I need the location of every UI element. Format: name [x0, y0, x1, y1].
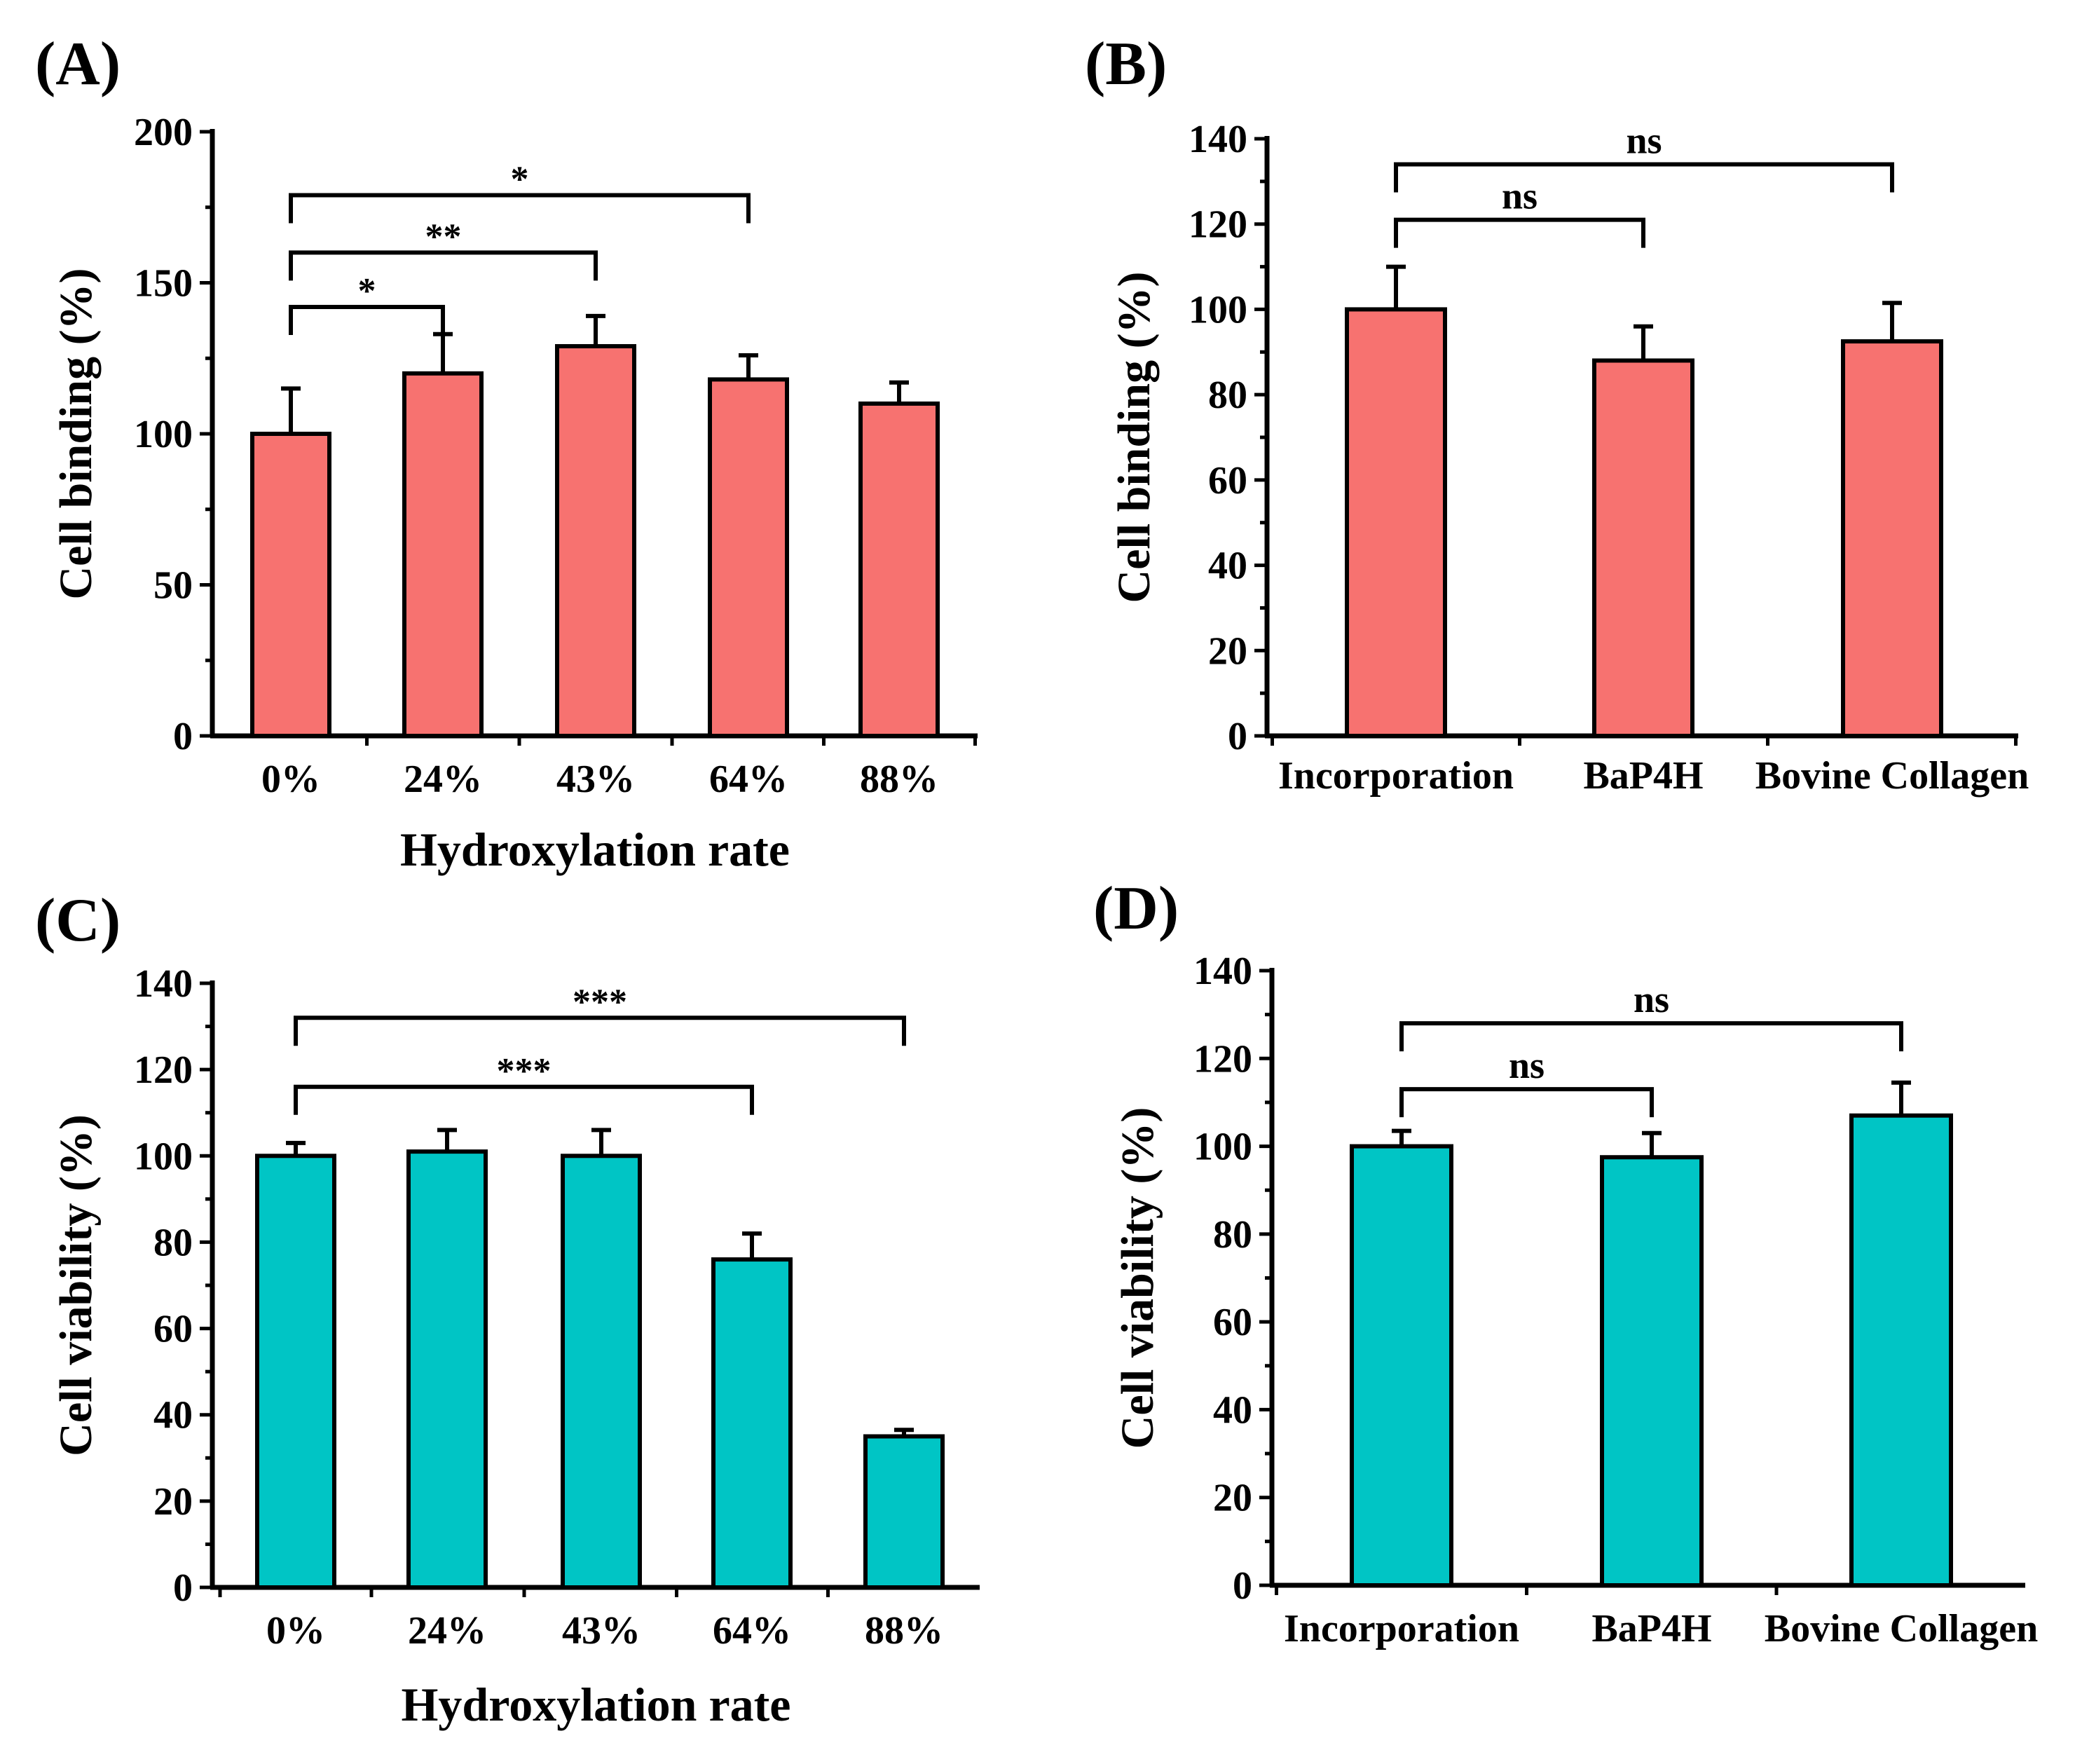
y-tick-label: 100: [1193, 1126, 1252, 1169]
panel-label: (C): [35, 887, 121, 955]
x-tick-label: 0%: [266, 1609, 325, 1653]
x-tick-label: 43%: [556, 758, 635, 801]
bar: [406, 1149, 488, 1589]
x-tick-label: Bovine Collagen: [1755, 754, 2029, 798]
y-axis-title: Cell viability (%): [1112, 1107, 1163, 1449]
significance-label: ns: [1626, 120, 1662, 162]
x-tick-label: Incorporation: [1284, 1607, 1519, 1650]
panel-label: (D): [1093, 875, 1179, 943]
significance-label: ***: [573, 982, 627, 1022]
y-tick-label: 0: [173, 715, 193, 758]
significance-label: *: [358, 271, 376, 311]
panel-d: (D) 0 20 40 60 80 100 120 140 Incorporation BaP4H B…: [1093, 875, 2038, 1650]
significance-bracket: [294, 1016, 906, 1046]
significance-label: ns: [1502, 175, 1538, 217]
y-tick-label: 100: [134, 413, 193, 456]
bar: [1350, 1144, 1453, 1587]
bar: [1841, 339, 1943, 739]
y-tick-label: 120: [1193, 1037, 1252, 1081]
y-tick-label: 0: [1233, 1564, 1252, 1608]
significance-bracket: [1399, 1021, 1903, 1052]
x-tick-label: Incorporation: [1278, 754, 1514, 798]
significance-bracket: [1394, 162, 1894, 193]
x-tick-label: BaP4H: [1591, 1607, 1711, 1650]
y-tick-label: 20: [1208, 629, 1247, 673]
x-axis-title: Hydroxylation rate: [402, 1678, 791, 1731]
y-axis-title: Cell viability (%): [50, 1114, 102, 1456]
significance-label: *: [511, 160, 529, 200]
x-tick-label: 0%: [261, 758, 320, 801]
x-tick-label: 24%: [404, 758, 482, 801]
y-tick-label: 140: [134, 962, 193, 1006]
y-tick-label: 120: [134, 1048, 193, 1092]
significance-label: ns: [1509, 1044, 1545, 1086]
y-tick-label: 140: [1193, 950, 1252, 993]
panel-label: (A): [35, 30, 121, 98]
y-tick-label: 0: [173, 1566, 193, 1610]
bar: [250, 432, 331, 738]
x-tick-label: 24%: [408, 1609, 486, 1653]
y-axis-title: Cell binding (%): [50, 268, 102, 599]
y-tick-label: 20: [153, 1480, 193, 1524]
x-tick-label: 88%: [865, 1609, 943, 1653]
significance-label: **: [425, 217, 462, 257]
significance-label: ***: [497, 1051, 552, 1091]
significance-bracket: [1394, 217, 1645, 248]
panel-b: (B) 0 20 40 60 80 100 120 140 Incorporation BaP4H B…: [1085, 30, 2029, 798]
y-tick-label: 200: [134, 111, 193, 154]
x-tick-label: BaP4H: [1583, 754, 1703, 798]
bar: [711, 1257, 793, 1589]
bar: [1849, 1113, 1953, 1587]
y-tick-label: 150: [134, 262, 193, 306]
y-tick-label: 60: [153, 1308, 193, 1351]
x-tick-label: 43%: [562, 1609, 641, 1653]
significance-bracket: [289, 250, 598, 281]
y-tick-label: 100: [134, 1135, 193, 1178]
bar: [255, 1154, 336, 1590]
y-tick-label: 40: [1208, 545, 1247, 588]
panel-label: (B): [1085, 30, 1167, 98]
y-tick-label: 20: [1213, 1477, 1252, 1520]
bar: [1600, 1155, 1704, 1588]
bar: [1345, 307, 1447, 738]
y-tick-label: 80: [1213, 1213, 1252, 1257]
significance-bracket: [294, 1084, 754, 1115]
bar: [858, 401, 940, 739]
bar: [555, 344, 636, 738]
x-axis-title: Hydroxylation rate: [400, 823, 790, 876]
y-tick-label: 120: [1189, 203, 1247, 247]
x-tick-label: 88%: [860, 758, 938, 801]
y-tick-label: 40: [1213, 1388, 1252, 1432]
y-axis-title: Cell binding (%): [1109, 271, 1160, 603]
y-tick-label: 80: [1208, 374, 1247, 417]
y-tick-label: 50: [153, 564, 193, 608]
bar: [402, 371, 484, 738]
significance-bracket: [1399, 1087, 1654, 1118]
panel-c: (C) 0 20 40 60 80 100 120 140 0% 24% 43% 64% 88% *** **…: [35, 887, 980, 1731]
y-tick-label: 0: [1228, 715, 1247, 758]
x-tick-label: 64%: [709, 758, 788, 801]
y-tick-label: 60: [1213, 1301, 1252, 1344]
y-tick-label: 40: [153, 1394, 193, 1437]
y-tick-label: 60: [1208, 459, 1247, 502]
bar: [708, 377, 789, 738]
significance-bracket: [289, 193, 751, 224]
significance-bracket: [289, 304, 445, 335]
y-tick-label: 80: [153, 1221, 193, 1264]
bar: [1592, 358, 1694, 738]
bar: [561, 1154, 642, 1590]
y-tick-label: 100: [1189, 288, 1247, 331]
x-tick-label: 64%: [713, 1609, 791, 1653]
bar: [863, 1434, 945, 1589]
y-tick-label: 140: [1189, 118, 1247, 161]
significance-label: ns: [1634, 978, 1669, 1020]
x-tick-label: Bovine Collagen: [1765, 1607, 2038, 1650]
